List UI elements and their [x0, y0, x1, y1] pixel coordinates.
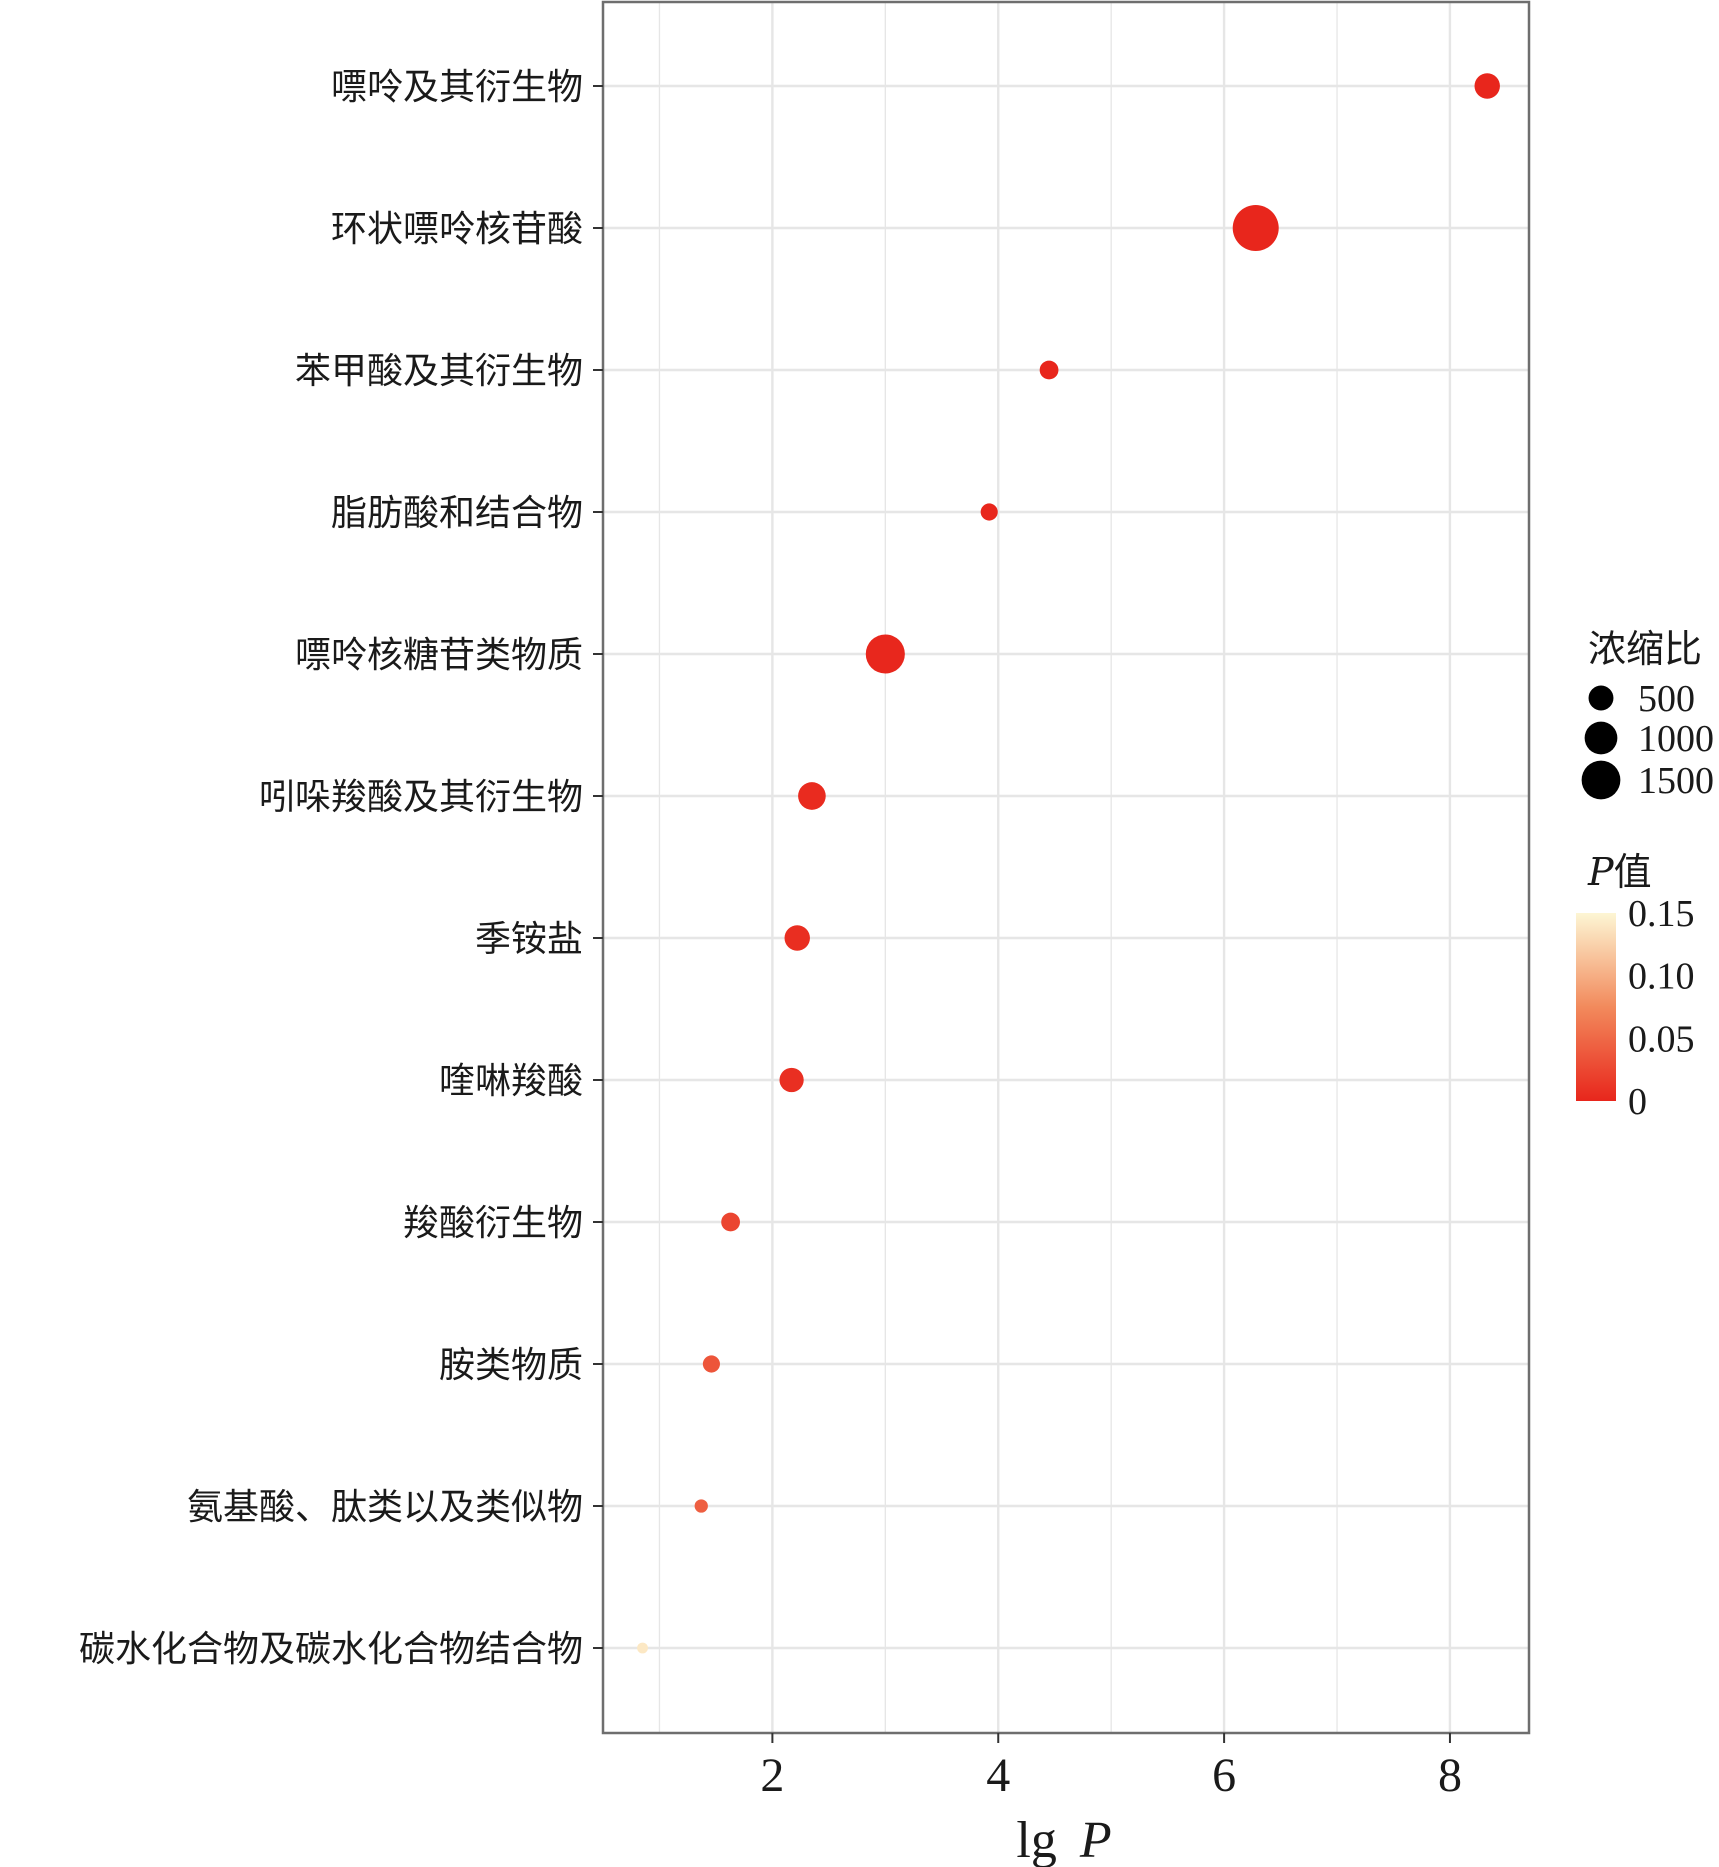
data-point — [721, 1212, 740, 1232]
size-legend-label: 1500 — [1638, 760, 1714, 802]
y-tick-label: 喹啉羧酸 — [439, 1061, 583, 1102]
color-legend: P值 0.15 0.10 0.05 0 — [1576, 850, 1695, 1123]
y-tick-label: 氨基酸、肽类以及类似物 — [187, 1487, 583, 1528]
data-point — [865, 634, 905, 674]
data-point — [694, 1499, 708, 1513]
color-legend-label: 0.10 — [1628, 956, 1695, 998]
data-point — [702, 1355, 720, 1373]
y-axis-ticks: 嘌呤及其衍生物环状嘌呤核苷酸苯甲酸及其衍生物脂肪酸和结合物嘌呤核糖苷类物质吲哚羧… — [79, 67, 603, 1670]
color-legend-label: 0.05 — [1628, 1018, 1695, 1060]
data-point — [784, 925, 810, 951]
y-tick-label: 嘌呤核糖苷类物质 — [295, 635, 583, 676]
data-point — [1474, 73, 1500, 99]
y-tick-label: 季铵盐 — [475, 919, 583, 960]
x-tick-label: 2 — [760, 1749, 784, 1802]
size-legend-key — [1584, 721, 1618, 755]
size-legend-label: 500 — [1638, 678, 1695, 720]
plot-panel-border — [601, 0, 1531, 1735]
color-legend-title-suffix: 值 — [1614, 850, 1652, 894]
y-tick-label: 碳水化合物及碳水化合物结合物 — [79, 1629, 583, 1670]
data-point — [980, 503, 998, 521]
color-legend-label: 0.15 — [1628, 893, 1695, 935]
y-tick-label: 胺类物质 — [439, 1345, 583, 1386]
color-legend-title-var: P — [1587, 850, 1615, 894]
x-axis-title-var: P — [1079, 1812, 1112, 1867]
color-legend-label: 0 — [1628, 1081, 1647, 1123]
size-legend-key — [1588, 685, 1614, 711]
y-tick-label: 嘌呤及其衍生物 — [331, 67, 583, 108]
x-tick-label: 6 — [1212, 1749, 1236, 1802]
data-points — [637, 73, 1500, 1654]
data-point — [637, 1642, 648, 1654]
grid — [603, 2, 1529, 1733]
size-legend-title: 浓缩比 — [1588, 627, 1702, 671]
data-point — [1039, 360, 1059, 380]
y-tick-label: 羧酸衍生物 — [403, 1203, 583, 1244]
y-tick-label: 苯甲酸及其衍生物 — [295, 351, 583, 392]
size-legend-label: 1000 — [1638, 718, 1714, 760]
y-tick-label: 脂肪酸和结合物 — [331, 493, 583, 534]
x-axis-ticks: 2 4 6 8 — [760, 1733, 1462, 1802]
x-tick-label: 8 — [1438, 1749, 1462, 1802]
y-tick-label: 环状嘌呤核苷酸 — [331, 209, 583, 250]
color-legend-bar — [1576, 913, 1616, 1101]
data-point — [779, 1067, 804, 1093]
data-point — [798, 782, 826, 810]
x-axis-title-prefix: lg — [1016, 1812, 1056, 1867]
data-point — [1232, 205, 1279, 251]
x-axis-title: lg P — [1016, 1812, 1111, 1867]
size-legend-key — [1581, 760, 1621, 800]
y-tick-label: 吲哚羧酸及其衍生物 — [259, 777, 583, 818]
x-tick-label: 4 — [986, 1749, 1010, 1802]
color-legend-title: P值 — [1587, 850, 1652, 894]
